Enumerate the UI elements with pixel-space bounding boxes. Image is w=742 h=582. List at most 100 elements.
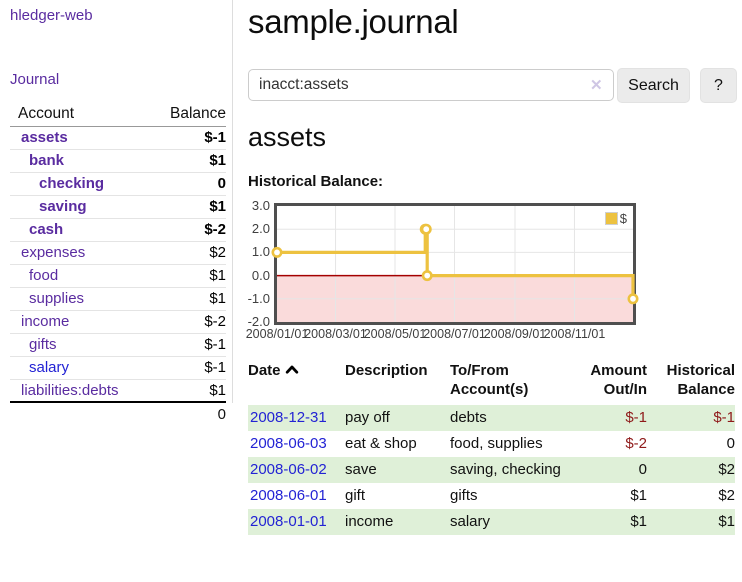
transaction-description: eat & shop (345, 435, 417, 452)
account-balance: 0 (152, 172, 226, 196)
y-tick-label: -1.0 (247, 290, 270, 306)
x-tick-label: 2008/05/01 (363, 327, 427, 341)
legend-swatch-icon (604, 212, 618, 225)
account-link-food[interactable]: food (29, 267, 59, 284)
transaction-date-link[interactable]: 2008-01-01 (250, 513, 327, 530)
account-link-cash[interactable]: cash (29, 221, 64, 238)
account-row: expenses $2 (10, 241, 226, 265)
account-row: income $-2 (10, 310, 226, 334)
transaction-balance: $-1 (713, 409, 735, 426)
register-row: 2008-06-03 eat & shop food, supplies $-2… (248, 431, 735, 457)
accounts-column-header: To/From Account(s) (450, 362, 529, 398)
clear-search-icon[interactable]: ✕ (590, 77, 603, 94)
account-row: food $1 (10, 264, 226, 288)
transaction-date-link[interactable]: 2008-06-01 (250, 487, 327, 504)
x-tick-label: 2008/01/01 (245, 327, 309, 341)
transaction-balance: $2 (718, 461, 735, 478)
transaction-accounts: saving, checking (450, 461, 561, 478)
transaction-description: income (345, 513, 394, 530)
date-column-header[interactable]: Date (248, 361, 345, 405)
account-link-expenses[interactable]: expenses (21, 244, 86, 261)
transaction-description: pay off (345, 409, 390, 426)
account-balance: $-1 (152, 126, 226, 150)
y-tick-label: 1.0 (251, 244, 270, 260)
transaction-balance: 0 (726, 435, 735, 452)
account-row: saving $1 (10, 195, 226, 219)
transaction-accounts: food, supplies (450, 435, 543, 452)
account-column-header: Account (10, 103, 153, 127)
register-row: 2008-12-31 pay off debts $-1 $-1 (248, 405, 735, 431)
account-row: assets $-1 (10, 126, 226, 150)
sidebar: hledger-web Journal Account Balance asse… (0, 0, 233, 425)
transaction-amount: $1 (630, 513, 647, 530)
register-row: 2008-06-02 save saving, checking 0 $2 (248, 457, 735, 483)
balance-column-header: Historical Balance (666, 362, 735, 398)
account-balance: $1 (152, 149, 226, 173)
x-tick-label: 2008/03/01 (304, 327, 367, 341)
account-balance: $-1 (152, 333, 226, 357)
transaction-date-link[interactable]: 2008-12-31 (250, 409, 327, 426)
account-balance: $-2 (152, 310, 226, 334)
accounts-table: Account Balance assets $-1 bank $1 check… (10, 103, 226, 425)
account-row: cash $-2 (10, 218, 226, 242)
transaction-balance: $1 (718, 513, 735, 530)
y-tick-label: 2.0 (251, 221, 270, 237)
transaction-date-link[interactable]: 2008-06-03 (250, 435, 327, 452)
account-row: supplies $1 (10, 287, 226, 311)
sort-ascending-icon (285, 365, 298, 374)
y-tick-label: 0.0 (251, 267, 270, 283)
account-balance: $1 (152, 379, 226, 403)
register-table: Date Description To/From Account(s) Amou… (248, 361, 735, 535)
account-link-assets[interactable]: assets (21, 129, 68, 146)
account-link-liabilities-debts[interactable]: liabilities:debts (21, 381, 119, 399)
transaction-description: save (345, 461, 377, 478)
transaction-amount: $-2 (625, 435, 647, 452)
page-title: sample.journal (248, 3, 459, 40)
search-button[interactable]: Search (617, 68, 690, 103)
transaction-description: gift (345, 487, 366, 504)
help-button[interactable]: ? (700, 68, 737, 103)
description-column-header: Description (345, 362, 428, 379)
x-tick-label: 2008/11/01 (543, 327, 606, 341)
account-row: bank $1 (10, 149, 226, 173)
account-balance: $-1 (152, 356, 226, 380)
register-row: 2008-06-01 gift gifts $1 $2 (248, 483, 735, 509)
account-balance: $1 (152, 287, 226, 311)
legend-label: $ (619, 211, 627, 226)
transaction-amount: $-1 (625, 409, 647, 426)
account-section-title: assets (248, 122, 327, 152)
sidebar-item-journal[interactable]: Journal (10, 71, 60, 88)
transaction-accounts: gifts (450, 487, 478, 504)
transaction-date-link[interactable]: 2008-06-02 (250, 461, 327, 478)
transaction-amount: 0 (638, 461, 647, 478)
balance-column-header: Balance (152, 103, 226, 127)
accounts-total-row: 0 (10, 401, 226, 425)
register-row: 2008-01-01 income salary $1 $1 (248, 509, 735, 535)
account-link-supplies[interactable]: supplies (29, 290, 85, 307)
transaction-balance: $2 (718, 487, 735, 504)
search-input[interactable] (248, 69, 614, 101)
chart-legend: $ (602, 210, 629, 227)
account-balance: $1 (152, 195, 226, 219)
account-link-saving[interactable]: saving (39, 198, 87, 215)
account-balance: $2 (152, 241, 226, 265)
chart-title: Historical Balance: (248, 173, 384, 190)
amount-column-header: Amount Out/In (590, 362, 647, 398)
transaction-accounts: salary (450, 513, 491, 530)
x-tick-label: 2008/09/01 (483, 327, 547, 341)
account-row: gifts $-1 (10, 333, 226, 357)
accounts-header-row: Account Balance (10, 103, 226, 127)
account-balance: $-2 (152, 218, 226, 242)
account-link-gifts[interactable]: gifts (29, 336, 57, 353)
account-link-salary[interactable]: salary (29, 359, 70, 376)
balance-chart[interactable]: $ (271, 203, 639, 325)
account-row: salary $-1 (10, 356, 226, 380)
account-link-bank[interactable]: bank (29, 152, 65, 169)
account-link-checking[interactable]: checking (39, 175, 105, 192)
account-link-income[interactable]: income (21, 313, 70, 330)
accounts-total-value: 0 (152, 401, 226, 425)
brand-link[interactable]: hledger-web (10, 7, 93, 24)
transaction-amount: $1 (630, 487, 647, 504)
x-tick-label: 2008/07/01 (423, 327, 486, 341)
